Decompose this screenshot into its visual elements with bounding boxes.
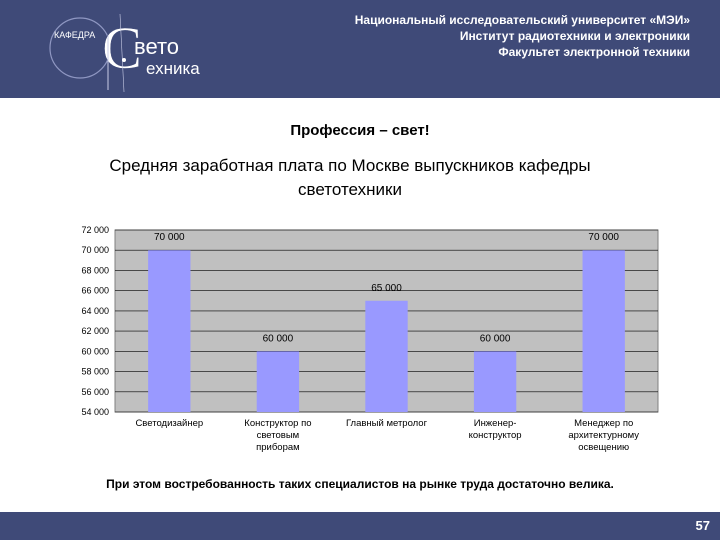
x-tick-label: конструктор [469, 430, 522, 441]
footer-bar: 57 [0, 512, 720, 540]
x-tick-label: Конструктор по [244, 418, 311, 429]
x-tick-label: Главный метролог [346, 418, 428, 429]
slide-title-line: светотехники [298, 180, 402, 199]
bar [582, 250, 625, 412]
logo-word2: ехника [146, 59, 200, 78]
department-logo: С КАФЕДРА вето ехника [49, 13, 200, 93]
salary-bar-chart: 72 000 70 000 68 000 66 000 64 000 62 000 60 0… [81, 225, 659, 453]
slide-subtitle: Профессия – свет! [290, 122, 430, 139]
x-tick-label: Светодизайнер [135, 418, 203, 429]
y-tick-label: 60 000 [81, 346, 109, 356]
slide-title-line: Средняя заработная плата по Москве выпус… [109, 156, 591, 175]
logo-word1: вето [134, 34, 179, 59]
data-label: 60 000 [480, 333, 511, 344]
x-tick-label: Менеджер по [574, 418, 633, 429]
x-tick-label: освещению [578, 442, 629, 453]
faculty-line: Факультет электронной техники [498, 45, 690, 59]
y-tick-label: 64 000 [81, 306, 109, 316]
bar [473, 351, 517, 412]
university-line: Национальный исследовательский университ… [354, 13, 690, 27]
y-tick-label: 56 000 [81, 387, 109, 397]
y-tick-label: 70 000 [81, 245, 109, 255]
x-tick-label: архитектурному [568, 430, 639, 441]
y-tick-label: 54 000 [81, 407, 109, 417]
logo-small-text: КАФЕДРА [54, 30, 95, 40]
institute-line: Институт радиотехники и электроники [459, 29, 690, 43]
header-bar: С КАФЕДРА вето ехника Национальный иссле… [0, 0, 720, 98]
data-label: 70 000 [154, 232, 185, 243]
x-tick-label: Инженер- [474, 418, 517, 429]
data-label: 70 000 [588, 232, 619, 243]
y-tick-label: 58 000 [81, 367, 109, 377]
slide-title: Средняя заработная плата по Москве выпус… [40, 154, 660, 202]
university-info: Национальный исследовательский университ… [355, 12, 690, 60]
demand-note: При этом востребованность таких специали… [106, 477, 614, 491]
x-tick-label: приборам [256, 442, 300, 453]
bar [365, 300, 408, 412]
data-label: 60 000 [263, 333, 294, 344]
data-label: 65 000 [371, 283, 402, 294]
y-tick-label: 62 000 [81, 326, 109, 336]
bar [256, 351, 300, 412]
y-tick-label: 66 000 [81, 286, 109, 296]
bar [148, 250, 191, 412]
x-tick-label: световым [257, 430, 300, 441]
page-number: 57 [695, 518, 710, 533]
y-tick-label: 68 000 [81, 265, 109, 275]
y-tick-label: 72 000 [81, 225, 109, 235]
